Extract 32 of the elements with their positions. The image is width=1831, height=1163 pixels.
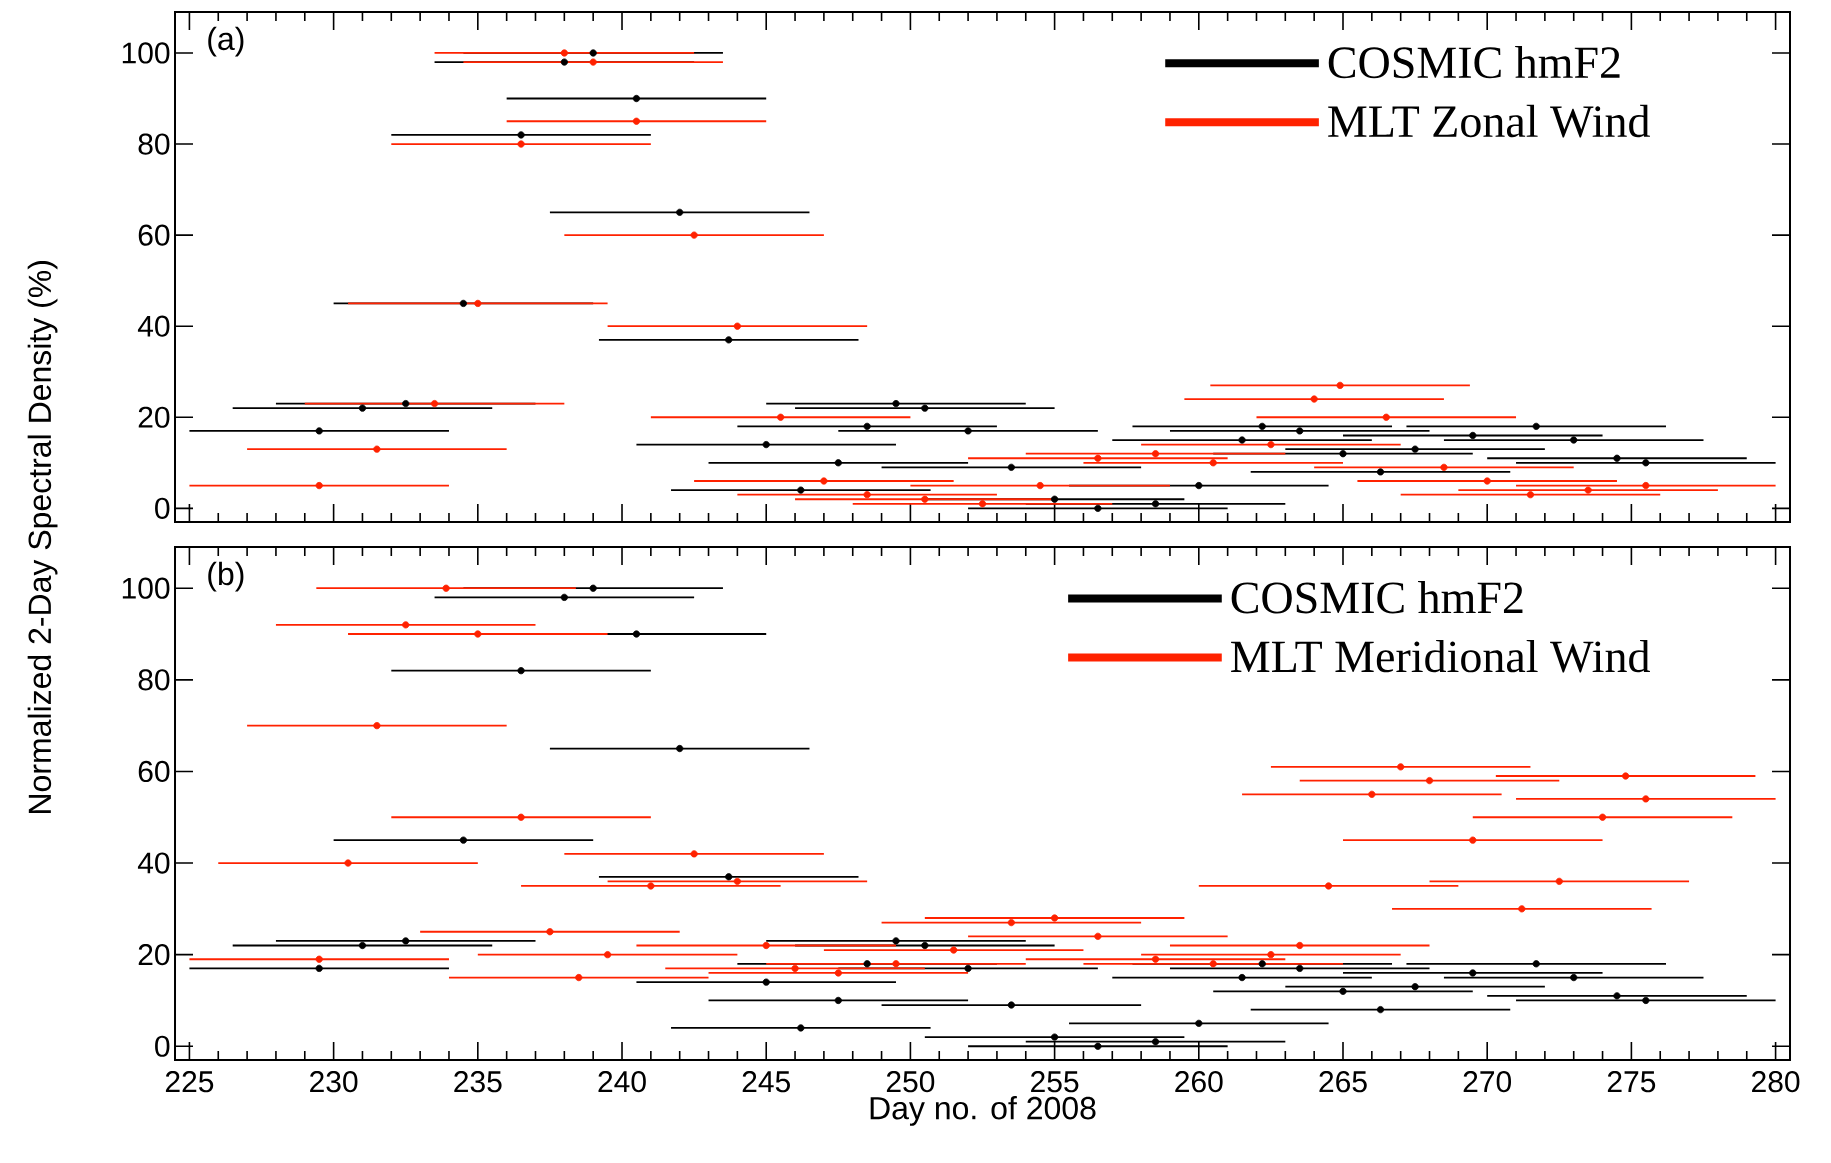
legend-label: COSMIC hmF2 [1328, 45, 1620, 79]
x-tick-label: 245 [742, 1071, 790, 1093]
y-tick-label: 40 [137, 852, 170, 874]
x-tick-label: 260 [1175, 1071, 1223, 1093]
y-axis-title: Normalized 2-Day Spectral Density (%) [27, 261, 58, 813]
y-tick-label: 20 [138, 944, 170, 966]
x-tick-label: 230 [310, 1071, 358, 1093]
y-tick-label: 80 [138, 133, 170, 155]
annotation: (b) [208, 561, 244, 592]
y-tick-label: 100 [122, 42, 170, 64]
x-tick-label: 265 [1319, 1071, 1367, 1093]
y-tick-label: 60 [138, 760, 170, 783]
x-tick-label: 235 [454, 1071, 502, 1093]
x-tick-label: 275 [1607, 1071, 1656, 1093]
x-axis-title: Day no. of 2008 [870, 1096, 1096, 1126]
legend-label: COSMIC hmF2 [1231, 581, 1523, 614]
x-tick-label: 270 [1463, 1071, 1512, 1093]
x-tick-label: 280 [1752, 1071, 1800, 1093]
x-tick-label: 255 [1031, 1071, 1079, 1093]
y-tick-label: 60 [138, 224, 170, 246]
y-tick-label: 0 [155, 1035, 170, 1057]
legend-label: MLT Meridional Wind [1231, 639, 1650, 673]
y-tick-label: 40 [137, 315, 170, 337]
y-tick-label: 0 [155, 497, 170, 519]
legend-label: MLT Zonal Wind [1328, 104, 1650, 138]
x-tick-label: 225 [165, 1071, 214, 1093]
y-tick-label: 80 [138, 669, 170, 691]
annotation: (a) [208, 26, 244, 57]
y-tick-label: 100 [122, 577, 170, 599]
x-tick-label: 240 [598, 1071, 646, 1093]
x-tick-label: 250 [886, 1071, 935, 1093]
y-tick-label: 20 [138, 406, 170, 428]
